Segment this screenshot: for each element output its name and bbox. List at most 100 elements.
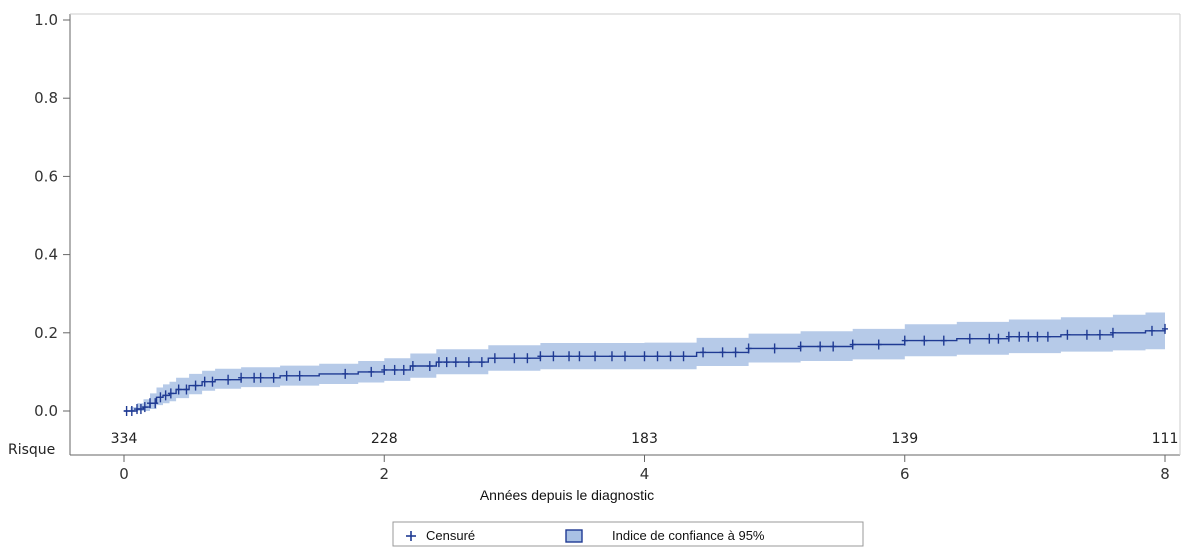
- censor-mark: [137, 404, 144, 415]
- censor-mark: [175, 384, 182, 395]
- censor-mark: [251, 372, 258, 383]
- censor-mark: [1016, 331, 1023, 342]
- censor-mark: [1005, 331, 1012, 342]
- censor-mark: [966, 333, 973, 344]
- plot-frame: [69, 13, 1181, 456]
- censor-mark: [550, 351, 557, 362]
- censor-mark: [1162, 323, 1168, 334]
- x-tick-label: 0: [119, 465, 129, 483]
- censor-mark: [381, 364, 388, 375]
- censor-marks: [123, 323, 1168, 416]
- censor-mark: [426, 361, 433, 372]
- x-tick-label: 8: [1160, 465, 1170, 483]
- censor-mark: [1034, 331, 1041, 342]
- legend-item-censored: Censuré: [406, 528, 475, 543]
- y-tick-label: 0.4: [34, 246, 58, 264]
- y-axis: 0.0 0.2 0.4 0.6 0.8 1.0: [34, 11, 70, 420]
- y-tick-label: 0.6: [34, 167, 58, 185]
- legend-box: [392, 521, 864, 547]
- censor-mark: [192, 380, 199, 391]
- censor-mark: [680, 351, 687, 362]
- censor-mark: [257, 372, 264, 383]
- censor-mark: [1064, 329, 1071, 340]
- censor-mark: [576, 351, 583, 362]
- censor-mark: [940, 335, 947, 346]
- censor-mark: [875, 339, 882, 350]
- censor-mark: [225, 374, 232, 385]
- y-tick-label: 0.8: [34, 89, 58, 107]
- censor-mark: [296, 370, 303, 381]
- censor-mark: [435, 357, 442, 368]
- censor-mark: [771, 343, 778, 354]
- x-tick-label: 4: [640, 465, 650, 483]
- censor-mark: [1083, 329, 1090, 340]
- legend-label-censored: Censuré: [426, 528, 475, 543]
- censor-mark: [901, 335, 908, 346]
- censor-mark: [641, 351, 648, 362]
- censor-mark: [147, 398, 154, 409]
- censor-mark: [830, 341, 837, 352]
- censor-mark: [719, 347, 726, 358]
- risk-count: 183: [631, 431, 658, 447]
- legend: Censuré Indice de confiance à 95%: [392, 521, 864, 547]
- censor-mark: [238, 372, 245, 383]
- censor-mark: [986, 333, 993, 344]
- censor-mark: [1044, 331, 1051, 342]
- censor-mark: [524, 353, 531, 364]
- censor-mark: [183, 384, 190, 395]
- censor-mark: [1096, 329, 1103, 340]
- censor-mark: [270, 372, 277, 383]
- censor-mark: [732, 347, 739, 358]
- censor-mark: [162, 390, 169, 401]
- censor-mark: [409, 361, 416, 372]
- censor-mark: [123, 406, 130, 416]
- risk-count: 334: [111, 431, 138, 447]
- censor-mark: [817, 341, 824, 352]
- censor-mark: [167, 388, 174, 399]
- x-tick-label: 2: [379, 465, 389, 483]
- y-tick-label: 0.2: [34, 324, 58, 342]
- censor-mark: [400, 364, 407, 375]
- legend-item-ci: Indice de confiance à 95%: [565, 528, 765, 543]
- censor-mark: [511, 353, 518, 364]
- censor-mark: [141, 402, 148, 413]
- band-swatch-icon: [565, 529, 583, 543]
- risk-count: 139: [891, 431, 918, 447]
- censor-mark: [342, 368, 349, 379]
- censor-mark: [391, 364, 398, 375]
- risk-row-label: Risque: [8, 442, 55, 458]
- censor-mark: [592, 351, 599, 362]
- censor-mark: [608, 351, 615, 362]
- y-tick-label: 1.0: [34, 11, 58, 29]
- censor-mark: [478, 357, 485, 368]
- y-tick-label: 0.0: [34, 402, 58, 420]
- censor-mark: [566, 351, 573, 362]
- censor-mark: [465, 357, 472, 368]
- censor-mark: [368, 366, 375, 377]
- censor-mark: [654, 351, 661, 362]
- censor-mark: [797, 341, 804, 352]
- x-axis: 0 2 4 6 8: [119, 455, 1170, 483]
- risk-table: Risque 334 228 183 139 111: [8, 431, 1178, 458]
- risk-count: 111: [1152, 431, 1179, 447]
- risk-count: 228: [371, 431, 398, 447]
- censor-mark: [1148, 325, 1155, 336]
- censor-mark: [621, 351, 628, 362]
- censor-mark: [1025, 331, 1032, 342]
- censor-mark: [491, 353, 498, 364]
- censor-mark: [745, 343, 752, 354]
- censor-mark: [921, 335, 928, 346]
- censor-mark: [443, 357, 450, 368]
- censor-mark: [152, 398, 159, 409]
- censor-mark: [209, 376, 216, 387]
- censor-mark: [452, 357, 459, 368]
- legend-label-ci: Indice de confiance à 95%: [612, 528, 765, 543]
- censor-mark: [128, 406, 135, 416]
- censor-mark: [1109, 327, 1116, 338]
- censor-mark: [157, 392, 164, 403]
- plus-marker-icon: [406, 531, 416, 541]
- censor-mark: [849, 339, 856, 350]
- censor-mark: [283, 370, 290, 381]
- x-axis-title: Années depuis le diagnostic: [480, 487, 654, 503]
